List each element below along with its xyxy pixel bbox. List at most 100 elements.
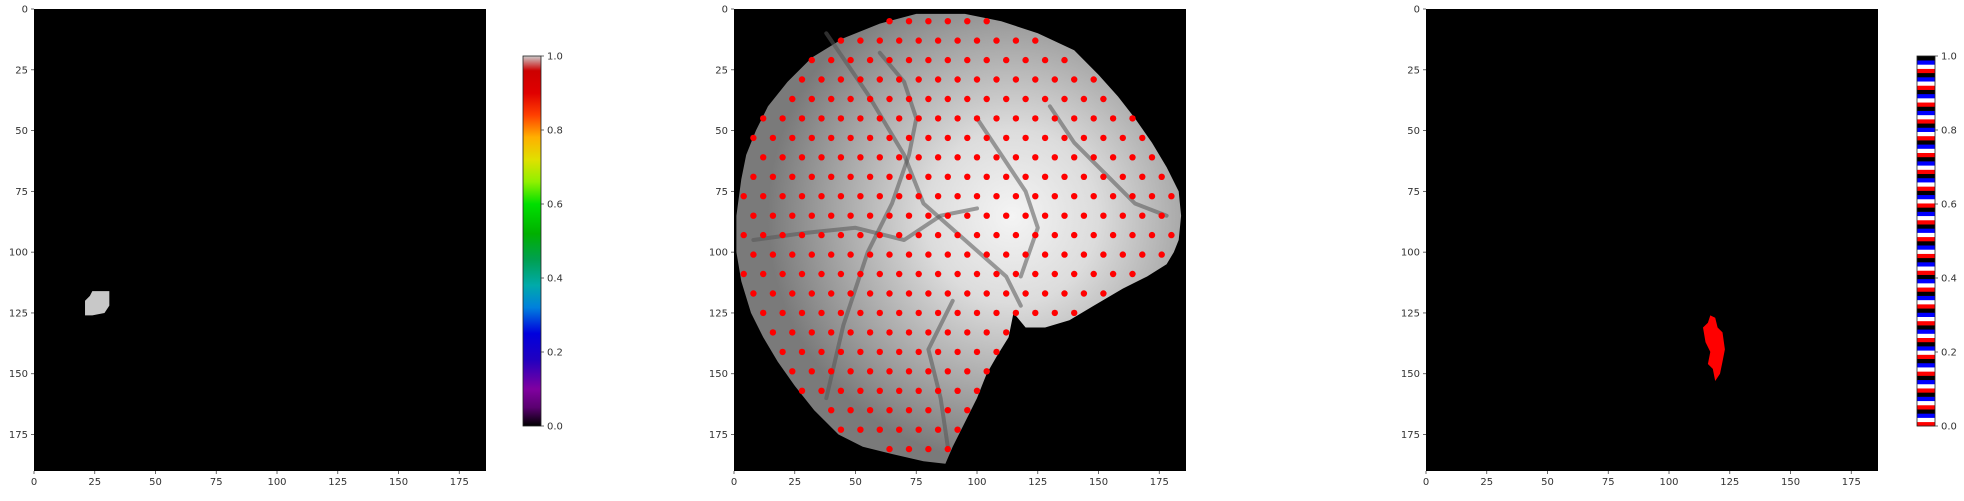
- sample-point: [828, 368, 835, 375]
- x-tick-label: 125: [328, 477, 347, 488]
- sample-point: [1022, 95, 1029, 103]
- sample-point: [954, 154, 961, 161]
- sample-point: [973, 348, 981, 356]
- sample-point: [847, 329, 854, 336]
- sample-point: [1032, 37, 1039, 44]
- colorbar-band: [1917, 156, 1935, 162]
- x-tick-label: 0: [1423, 477, 1429, 488]
- colorbar-band: [1917, 295, 1935, 301]
- sample-point: [954, 426, 961, 433]
- sample-point: [837, 348, 845, 356]
- sample-point: [1061, 212, 1068, 219]
- sample-point: [779, 193, 786, 200]
- sample-point: [837, 193, 845, 200]
- sample-point: [1090, 115, 1097, 122]
- x-tick-label: 175: [450, 477, 469, 488]
- sample-point: [1100, 173, 1107, 180]
- x-tick-label: 125: [1028, 477, 1047, 488]
- x-tick-label: 100: [1659, 477, 1678, 488]
- sample-point: [876, 309, 883, 317]
- sample-point: [1100, 251, 1107, 258]
- sample-point: [866, 329, 874, 336]
- sample-point: [1109, 193, 1117, 200]
- colorbar-tick-label: 0.8: [1941, 126, 1957, 137]
- vessel: [824, 50, 919, 401]
- sample-point: [915, 193, 922, 200]
- sample-point: [905, 290, 913, 297]
- sample-point: [866, 251, 874, 258]
- colorbar-band: [1917, 270, 1935, 275]
- colorbar-band: [1917, 89, 1935, 95]
- sample-point: [828, 251, 835, 258]
- sample-point: [1139, 134, 1146, 142]
- colorbar-band: [1917, 148, 1935, 153]
- colorbar-band: [1917, 249, 1935, 254]
- sample-point: [866, 290, 874, 297]
- sample-point: [954, 37, 961, 44]
- sample-point: [973, 154, 981, 161]
- x-tick-label: 125: [1720, 477, 1739, 488]
- left-heatmap-panel: 0 25 50 75 100 125 150 175 0 25 50 75 100 125 150 175: [9, 5, 486, 488]
- sample-point: [1051, 76, 1059, 83]
- sample-point: [866, 212, 874, 219]
- sample-point: [857, 193, 864, 200]
- sample-point: [886, 134, 893, 142]
- sample-point: [847, 368, 854, 375]
- colorbar-band: [1917, 68, 1935, 74]
- colorbar-band: [1917, 274, 1935, 280]
- sample-point: [760, 154, 767, 161]
- sample-point: [847, 251, 854, 258]
- sample-point: [886, 95, 893, 103]
- colorbar-band: [1917, 119, 1935, 124]
- sample-point: [1080, 251, 1088, 258]
- sample-point: [779, 231, 786, 239]
- sample-point: [944, 56, 951, 64]
- sample-point: [1041, 290, 1049, 297]
- sample-point: [896, 309, 903, 317]
- sample-point: [896, 387, 903, 394]
- sample-point: [1032, 154, 1039, 161]
- sample-point: [896, 270, 903, 278]
- sample-point: [1080, 95, 1088, 103]
- sample-point: [973, 37, 981, 44]
- colorbar-band: [1917, 110, 1935, 116]
- sample-point: [876, 231, 883, 239]
- colorbar-band: [1917, 299, 1935, 305]
- sample-point: [925, 95, 932, 103]
- x-tick-label: 0: [731, 477, 737, 488]
- sample-point: [818, 387, 825, 394]
- y-tick-label: 100: [9, 248, 28, 259]
- x-tick-label: 50: [1541, 477, 1554, 488]
- sample-point: [925, 445, 932, 453]
- sample-point: [1129, 270, 1136, 278]
- sample-point: [837, 270, 845, 278]
- sample-point: [808, 56, 815, 64]
- sample-point: [760, 309, 767, 317]
- sample-point: [983, 290, 990, 297]
- sample-point: [847, 290, 854, 297]
- sample-point: [1071, 115, 1078, 122]
- sample-point: [847, 212, 854, 219]
- sample-point: [779, 309, 786, 317]
- colorbar-band: [1917, 85, 1935, 90]
- sample-point: [944, 18, 951, 25]
- sample-point: [798, 154, 806, 161]
- right-colorbar: 0.0 0.2 0.4 0.6 0.8 1.0: [1916, 52, 1957, 433]
- y-tick-label: 175: [709, 430, 728, 441]
- sample-point: [886, 290, 893, 297]
- y-tick-label: 25: [1407, 65, 1420, 76]
- sample-point: [1129, 193, 1136, 200]
- sample-point: [808, 251, 815, 258]
- colorbar-band: [1917, 135, 1935, 141]
- sample-point: [944, 368, 951, 375]
- colorbar-band: [1917, 362, 1935, 368]
- sample-point: [993, 37, 1000, 44]
- sample-point: [896, 76, 903, 83]
- sample-point: [857, 270, 864, 278]
- sample-point: [760, 115, 767, 122]
- sample-point: [1119, 134, 1127, 142]
- vessel: [1047, 104, 1169, 218]
- sample-point: [789, 212, 796, 219]
- sample-point: [934, 387, 942, 394]
- sample-point: [866, 95, 874, 103]
